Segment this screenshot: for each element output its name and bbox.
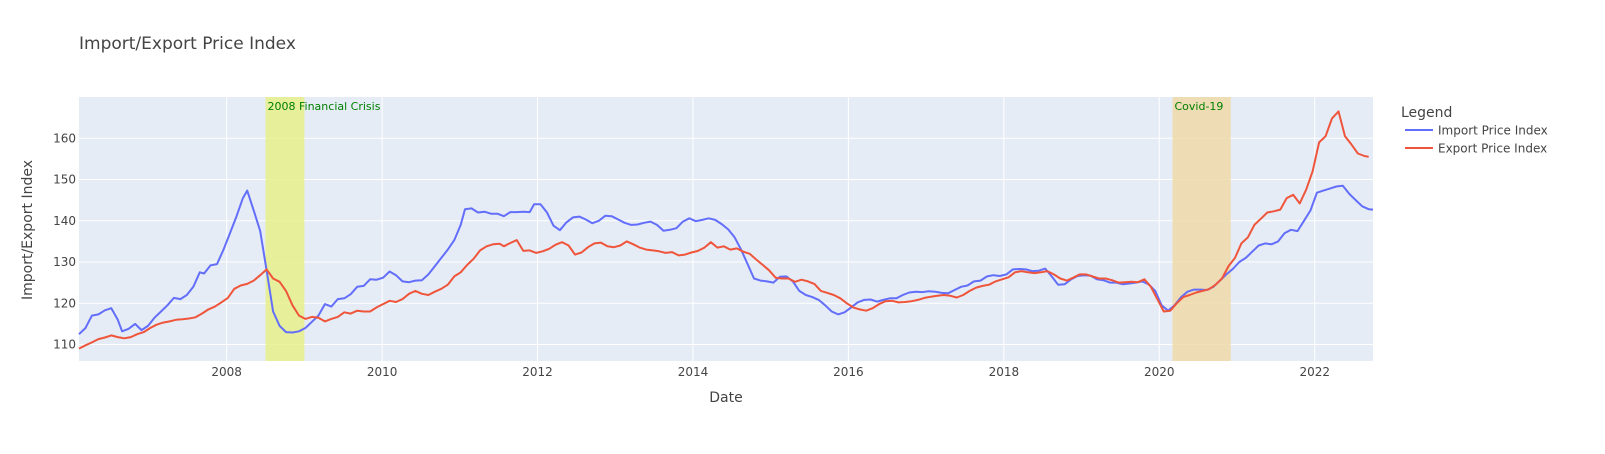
series-line-1	[78, 110, 1369, 350]
legend-title: Legend	[1401, 105, 1452, 121]
y-tick-label: 110	[53, 338, 76, 352]
legend-label-import: Import Price Index	[1438, 124, 1548, 138]
shaded-region-1	[1172, 97, 1231, 361]
legend-item-export[interactable]: Export Price Index	[1405, 142, 1547, 156]
y-tick-label: 130	[53, 255, 76, 269]
y-tick-label: 120	[53, 296, 76, 310]
x-tick-label: 2010	[367, 365, 398, 379]
y-tick-label: 140	[53, 214, 76, 228]
y-tick-label: 160	[53, 131, 76, 145]
legend-item-import[interactable]: Import Price Index	[1405, 124, 1548, 138]
x-tick-label: 2012	[522, 365, 553, 379]
legend-label-export: Export Price Index	[1438, 142, 1547, 156]
x-tick-label: 2016	[833, 365, 864, 379]
y-axis-label: Import/Export Index	[20, 160, 36, 300]
x-tick-label: 2014	[678, 365, 709, 379]
shaded-regions: 2008 Financial Crisis Covid-19	[265, 97, 1231, 361]
region-label-0: 2008 Financial Crisis	[268, 100, 381, 113]
series-lines	[78, 110, 1374, 350]
x-tick-label: 2018	[989, 365, 1020, 379]
x-axis-label: Date	[709, 390, 742, 406]
x-tick-label: 2020	[1144, 365, 1175, 379]
x-tick-label: 2022	[1299, 365, 1330, 379]
x-axis-ticks: 2008 2010 2012 2014 2016 2018 2020 2022	[211, 365, 1330, 379]
legend: Legend Import Price Index Export Price I…	[1401, 105, 1548, 156]
y-tick-label: 150	[53, 173, 76, 187]
y-axis-ticks: 110 120 130 140 150 160	[53, 131, 76, 351]
region-label-1: Covid-19	[1174, 100, 1223, 113]
shaded-region-0	[265, 97, 305, 361]
chart-title: Import/Export Price Index	[79, 34, 296, 54]
x-tick-label: 2008	[211, 365, 242, 379]
series-line-0	[78, 184, 1374, 335]
